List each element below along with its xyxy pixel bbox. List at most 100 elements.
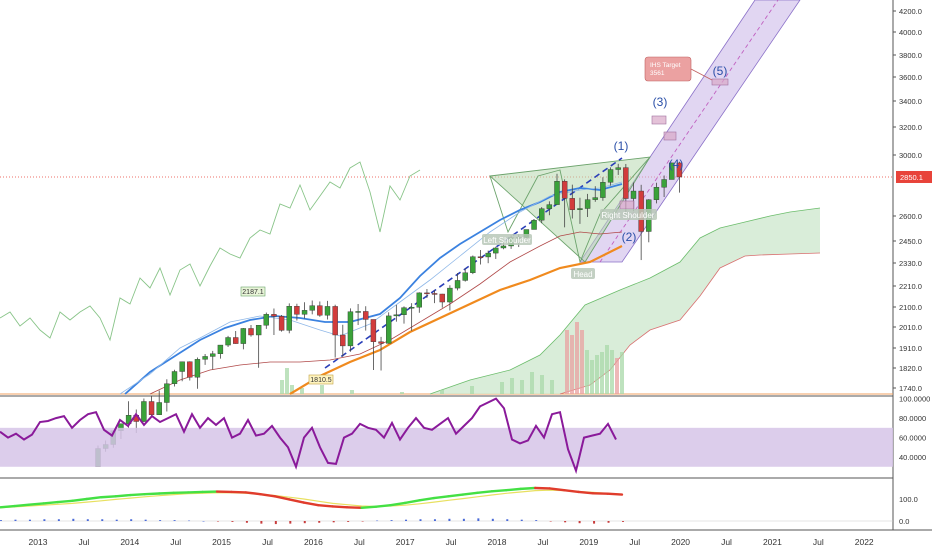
volume-bar: [320, 385, 324, 394]
volume-bar: [615, 358, 619, 394]
candle-body: [217, 344, 224, 354]
price-tick-label: 2210.0: [899, 282, 922, 291]
candle-body: [324, 306, 331, 316]
macd-line-segment: [143, 492, 161, 496]
price-tick-label: 3000.0: [899, 151, 922, 160]
candle-body: [454, 280, 461, 289]
wave-label-4: (4): [669, 157, 684, 171]
macd-line-segment: [562, 489, 580, 494]
volume-bar: [285, 368, 289, 394]
volume-bar: [470, 386, 474, 394]
candle-body: [164, 383, 170, 403]
right-shoulder-badge: [600, 209, 657, 220]
macd-line-segment: [128, 492, 146, 497]
candle-body: [623, 167, 629, 199]
right-shoulder-label: Right Shoulder: [602, 211, 655, 220]
volume-bar: [510, 378, 514, 394]
ihs-target-value: 3561: [650, 70, 665, 77]
candle-body: [141, 401, 147, 422]
volume-bar: [620, 352, 624, 394]
macd-histogram-bar: [376, 520, 379, 522]
candle-body: [370, 319, 377, 342]
volume-bar: [605, 345, 609, 394]
volume-bar: [350, 390, 354, 394]
candle-body: [363, 311, 369, 320]
volume-bar: [600, 352, 604, 394]
macd-line-segment: [505, 487, 522, 492]
last-price-label: 2850.1: [900, 173, 923, 182]
candle-body: [493, 247, 499, 254]
candle-body: [148, 401, 155, 415]
candle-body: [431, 293, 438, 295]
candle-body: [156, 402, 162, 415]
volume-bar: [540, 375, 544, 394]
macd-histogram-bar: [578, 521, 581, 524]
time-tick-label: 2015: [212, 537, 231, 547]
lagging-span-line: [0, 161, 421, 342]
candle-body: [179, 361, 185, 372]
volume-bar: [595, 355, 599, 394]
volume-bar: [580, 330, 584, 394]
volume-bar: [570, 335, 574, 394]
price-tick-label: 2010.0: [899, 323, 922, 332]
wave-label-3: (3): [653, 95, 668, 109]
macd-histogram-bar: [0, 520, 2, 521]
volume-bar: [280, 380, 284, 394]
candle-body: [263, 314, 269, 326]
macd-histogram-bar: [231, 521, 234, 522]
candle-body: [317, 305, 323, 316]
candle-body: [424, 292, 430, 295]
macd-histogram-bar: [130, 519, 133, 521]
candle-body: [577, 208, 583, 210]
macd-line-segment: [244, 491, 262, 496]
macd-histogram-bar: [477, 518, 480, 521]
volume-bar: [530, 372, 534, 394]
macd-histogram-bar: [216, 521, 219, 522]
time-tick-label: Jul: [537, 537, 548, 547]
volume-bar: [500, 382, 504, 394]
volume-bars: [280, 322, 624, 394]
candle-body: [630, 190, 637, 199]
price-axis: 4200.0 4000.0 3800.0 3600.0 3400.0 3200.0 3000…: [893, 7, 932, 393]
macd-line-segment: [71, 497, 88, 502]
candle-body: [462, 272, 468, 281]
candle-body: [225, 337, 231, 346]
wave-label-1: (1): [614, 139, 629, 153]
macd-histogram-bar: [188, 520, 191, 522]
moving-average-50: [149, 231, 623, 395]
time-tick-label: 2019: [579, 537, 598, 547]
candle-body: [500, 245, 507, 249]
macd-line-segment: [317, 503, 334, 508]
candle-body: [278, 316, 285, 331]
macd-histogram-bar: [57, 519, 60, 521]
macd-histogram-bar: [289, 521, 292, 524]
macd-histogram-bar: [274, 521, 277, 525]
macd-line-segment: [331, 505, 349, 509]
macd-histogram-bar: [159, 520, 162, 521]
macd-histogram-bar: [564, 521, 567, 523]
macd-line-segment: [157, 491, 175, 495]
rsi-line: [0, 397, 617, 475]
low-price-badge: [308, 374, 334, 385]
macd-histogram-bar: [535, 520, 538, 521]
macd-line-segment: [389, 501, 407, 507]
volume-bar: [440, 390, 444, 394]
macd-histogram-bar: [332, 521, 335, 523]
macd-histogram-bar: [622, 521, 624, 522]
price-tick-label: 2600.0: [899, 212, 922, 221]
macd-line-segment: [577, 490, 595, 495]
macd-line-segment: [374, 503, 392, 508]
macd-histogram-bar: [72, 518, 75, 521]
candle-body: [669, 162, 675, 180]
rsi-band: [0, 427, 893, 467]
macd-histogram-bar: [173, 520, 176, 521]
candle-body: [240, 328, 247, 344]
wave-label-2: (2): [622, 230, 637, 244]
macd-histogram-bar: [43, 519, 46, 521]
macd-line-segment: [447, 493, 465, 498]
candle-body: [232, 337, 239, 344]
time-tick-label: 2018: [488, 537, 507, 547]
candle-body: [561, 181, 568, 199]
macd-line-segment: [461, 491, 479, 496]
macd-histogram-bar: [347, 521, 350, 522]
